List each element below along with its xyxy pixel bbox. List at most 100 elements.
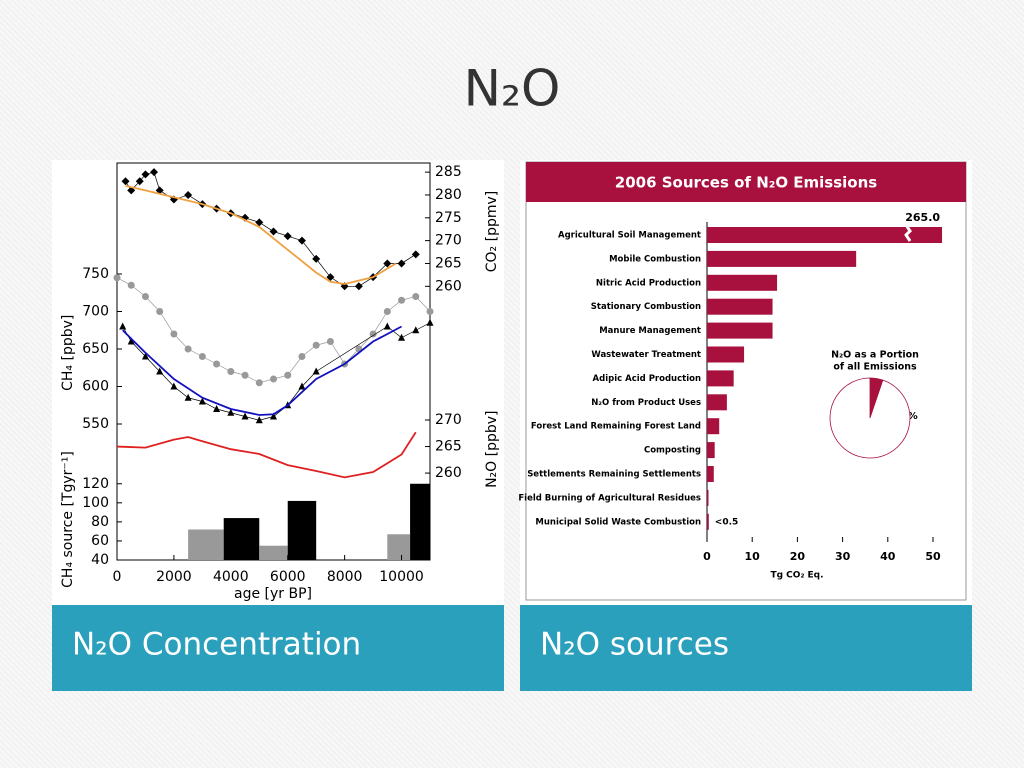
pie-title: of all Emissions xyxy=(833,362,917,373)
y-tick-label: 260 xyxy=(435,278,462,294)
point xyxy=(269,227,278,236)
bar xyxy=(707,346,745,363)
y-tick-label: 700 xyxy=(82,304,109,320)
y-tick-label: 600 xyxy=(82,379,109,395)
axis-break xyxy=(904,224,912,242)
category-label: Settlements Remaining Settlements xyxy=(527,470,701,480)
bar xyxy=(707,250,857,267)
point xyxy=(383,308,391,315)
caption: N₂O sources xyxy=(540,627,729,663)
bar xyxy=(188,529,224,560)
x-tick-label: 0 xyxy=(703,550,711,563)
series-line xyxy=(125,184,397,285)
category-label: Adipic Acid Production xyxy=(593,374,701,384)
pie-title: N₂O as a Portion xyxy=(831,350,919,361)
point xyxy=(426,308,434,315)
bar xyxy=(707,298,773,315)
chart-header xyxy=(526,162,966,202)
x-axis-label: Tg CO₂ Eq. xyxy=(770,571,823,581)
y-tick-label: 650 xyxy=(82,341,109,357)
bar xyxy=(259,545,288,560)
point xyxy=(141,170,150,179)
y-axis-label: CH₄ source [Tgyr⁻¹] xyxy=(60,451,76,588)
bar xyxy=(223,518,260,560)
x-tick-label: 50 xyxy=(925,550,941,563)
y-tick-label: 550 xyxy=(82,416,109,432)
point xyxy=(411,250,420,259)
point xyxy=(297,236,306,245)
point xyxy=(326,273,335,282)
point xyxy=(119,322,127,330)
bar xyxy=(707,466,714,482)
point xyxy=(354,282,363,291)
series-line xyxy=(116,431,417,479)
value-label: <0.5 xyxy=(715,517,738,527)
category-label: Municipal Solid Waste Combustion xyxy=(535,517,701,527)
y-tick-label: 260 xyxy=(435,465,462,481)
y-tick-label: 270 xyxy=(435,412,462,428)
category-label: Agricultural Soil Management xyxy=(558,231,701,241)
bar xyxy=(707,227,943,243)
x-tick-label: 20 xyxy=(790,550,806,563)
x-tick-label: 2000 xyxy=(156,569,192,585)
x-tick-label: 6000 xyxy=(270,569,306,585)
point xyxy=(298,353,306,360)
x-tick-label: 30 xyxy=(835,550,851,563)
point xyxy=(227,408,235,416)
point xyxy=(149,168,158,177)
category-label: Stationary Combustion xyxy=(591,302,701,312)
point xyxy=(127,281,135,289)
category-label: Manure Management xyxy=(599,326,701,336)
point xyxy=(270,375,277,383)
category-label: Nitric Acid Production xyxy=(596,278,701,288)
y-tick-label: 280 xyxy=(435,187,462,203)
series-line xyxy=(122,325,402,416)
point xyxy=(184,393,192,401)
point xyxy=(170,330,178,338)
point xyxy=(426,318,434,326)
point xyxy=(255,218,264,227)
category-label: Wastewater Treatment xyxy=(591,350,701,360)
x-tick-label: 0 xyxy=(113,569,122,585)
point xyxy=(156,308,164,315)
point xyxy=(312,341,320,349)
caption-box xyxy=(52,605,504,691)
y-axis-label: CO₂ [ppmv] xyxy=(484,191,500,272)
point xyxy=(283,232,292,241)
y-axis-label: CH₄ [ppbv] xyxy=(60,315,76,391)
bar xyxy=(287,500,317,560)
point xyxy=(155,186,164,195)
point xyxy=(398,333,406,341)
point xyxy=(397,259,406,268)
x-tick-label: 10 xyxy=(745,550,761,563)
point xyxy=(255,379,263,387)
x-tick-label: 4000 xyxy=(213,569,249,585)
bar xyxy=(410,483,430,560)
x-axis-label: age [yr BP] xyxy=(234,586,312,602)
point xyxy=(241,371,249,379)
bar xyxy=(707,322,773,339)
x-tick-label: 40 xyxy=(880,550,896,563)
y-tick-label: 285 xyxy=(435,164,462,180)
point xyxy=(383,322,391,330)
point xyxy=(198,353,206,360)
category-label: Mobile Combustion xyxy=(609,254,701,264)
point xyxy=(312,254,321,263)
point xyxy=(270,412,277,420)
y-tick-label: 750 xyxy=(82,266,109,282)
caption: N₂O Concentration xyxy=(72,627,361,663)
category-label: N₂O from Product Uses xyxy=(591,398,701,408)
y-tick-label: 120 xyxy=(82,476,109,492)
bar xyxy=(707,418,720,435)
point xyxy=(412,293,420,300)
bar xyxy=(707,370,734,387)
point xyxy=(326,338,334,345)
bar xyxy=(707,489,709,506)
point xyxy=(369,330,377,338)
point xyxy=(298,382,306,390)
bar xyxy=(387,534,411,560)
point xyxy=(135,177,144,186)
point xyxy=(213,360,221,368)
point xyxy=(383,259,392,268)
